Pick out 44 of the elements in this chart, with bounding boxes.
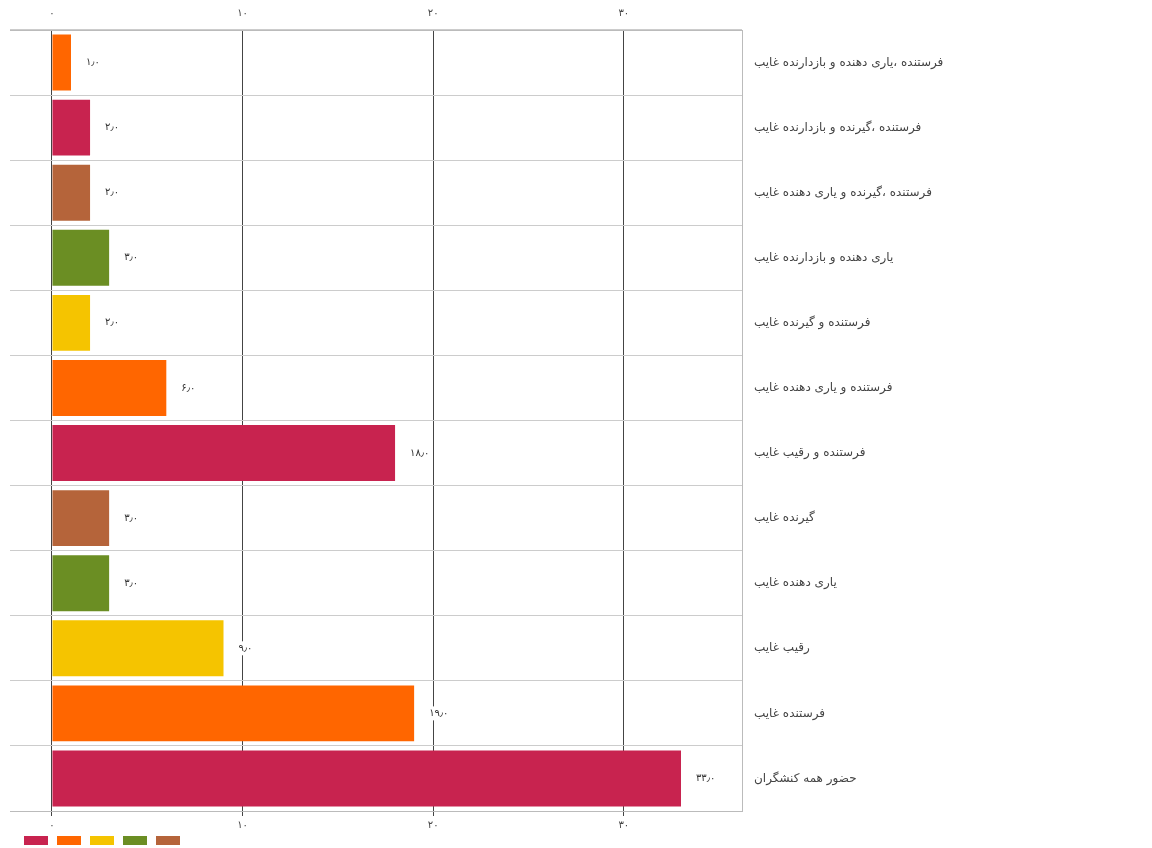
x2-tick-label: ۰	[49, 6, 55, 18]
bar	[52, 620, 224, 677]
data-label: ۳٫۰	[124, 576, 139, 588]
x-tick-label: ۰	[49, 818, 55, 830]
y-tick-label: فرستنده ،یاری دهنده و بازدارنده غایب	[754, 54, 944, 70]
data-label: ۳۳٫۰	[696, 772, 716, 784]
bar	[52, 294, 91, 351]
y-tick-label: یاری دهنده غایب	[754, 575, 837, 591]
y-tick-label: فرستنده غایب	[754, 705, 826, 721]
bar	[52, 555, 110, 612]
y-tick-label: فرستنده ،گیرنده و یاری دهنده غایب	[754, 184, 932, 200]
y-tick-label: یاری دهنده و بازدارنده غایب	[754, 249, 894, 265]
bar	[52, 34, 71, 91]
y-tick-label: فرستنده ،گیرنده و بازدارنده غایب	[754, 119, 922, 135]
y-tick-label: فرستنده و رقیب غایب	[754, 445, 866, 461]
y-tick-label: گیرنده غایب	[754, 510, 816, 526]
data-label: ۲٫۰	[105, 186, 120, 198]
x-tick-label: ۱۰	[237, 818, 248, 830]
data-label: ۲٫۰	[105, 316, 120, 328]
y-tick-label: رقیب غایب	[754, 640, 811, 656]
data-label: ۳٫۰	[124, 251, 139, 263]
bar	[52, 750, 681, 807]
bar	[52, 359, 167, 416]
y-tick-label: فرستنده و گیرنده غایب	[754, 315, 871, 330]
data-label: ۶٫۰	[181, 381, 196, 393]
x-tick-label: ۳۰	[618, 818, 630, 830]
y-tick-label: حضور همه کنشگران	[754, 770, 857, 786]
bar	[52, 164, 91, 221]
data-label: ۱۸٫۰	[410, 446, 430, 458]
x2-tick-label: ۱۰	[237, 6, 248, 18]
x-tick-label: ۲۰	[427, 818, 439, 830]
data-label: ۱۹٫۰	[429, 706, 449, 718]
bar	[52, 425, 396, 482]
bar	[52, 490, 110, 547]
data-label: ۳٫۰	[124, 511, 139, 523]
data-label: ۱٫۰	[86, 56, 100, 68]
data-label: ۲٫۰	[105, 121, 120, 133]
x2-tick-label: ۳۰	[618, 6, 630, 18]
y-tick-label: فرستنده و یاری دهنده غایب	[754, 380, 893, 396]
data-label: ۹٫۰	[238, 641, 253, 653]
bar	[52, 229, 110, 286]
bar	[52, 685, 415, 742]
x2-tick-label: ۲۰	[427, 6, 439, 18]
bar	[52, 99, 91, 156]
